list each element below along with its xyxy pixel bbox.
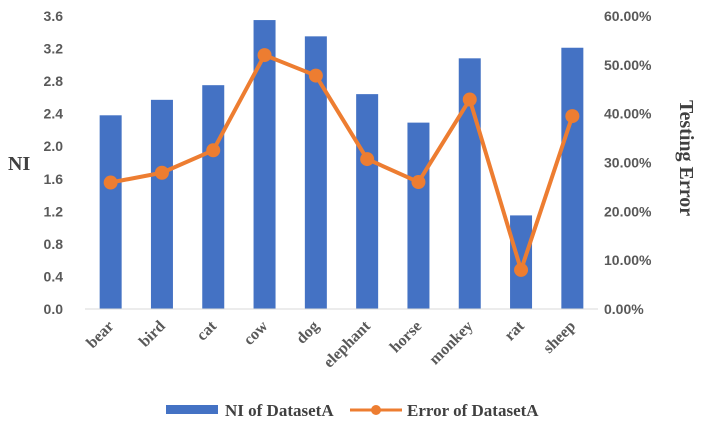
error-line bbox=[110, 53, 575, 272]
bar-dog bbox=[304, 36, 327, 309]
y-tick-label: 1.6 bbox=[44, 171, 64, 187]
error-point-horse bbox=[411, 175, 426, 190]
y2-tick-label: 60.00% bbox=[604, 8, 652, 24]
error-point-sheep bbox=[565, 109, 580, 124]
x-tick-label: elephant bbox=[320, 317, 374, 371]
x-tick-label: sheep bbox=[540, 318, 579, 357]
bar-elephant bbox=[356, 94, 379, 309]
error-point-dog bbox=[308, 68, 323, 83]
y2-tick-label: 0.00% bbox=[604, 301, 644, 317]
x-tick-label: horse bbox=[387, 318, 425, 356]
error-point-elephant bbox=[360, 152, 375, 167]
y2-tick-label: 10.00% bbox=[604, 252, 652, 268]
y-axis-title: NI bbox=[8, 153, 30, 175]
bar-cow bbox=[253, 20, 276, 309]
error-point-bird bbox=[154, 165, 169, 180]
bar-bear bbox=[99, 115, 122, 310]
y2-tick-label: 40.00% bbox=[604, 106, 652, 122]
legend-bar-label: NI of DatasetA bbox=[225, 401, 334, 420]
x-tick-label: monkey bbox=[426, 318, 476, 368]
line-series bbox=[103, 48, 580, 277]
x-tick-label: bird bbox=[136, 318, 169, 351]
x-tick-label: cat bbox=[194, 317, 221, 344]
legend-bar-swatch bbox=[166, 405, 218, 414]
x-tick-label: bear bbox=[83, 318, 117, 352]
y-tick-label: 3.6 bbox=[44, 8, 64, 24]
error-point-bear bbox=[103, 175, 118, 190]
error-point-cow bbox=[257, 48, 272, 63]
bar-horse bbox=[407, 122, 430, 309]
x-tick-label: cow bbox=[241, 317, 272, 348]
y2-tick-label: 50.00% bbox=[604, 57, 652, 73]
y-tick-label: 3.2 bbox=[44, 41, 64, 57]
y2-tick-label: 30.00% bbox=[604, 155, 652, 171]
y-tick-label: 2.8 bbox=[44, 73, 64, 89]
y-tick-label: 1.2 bbox=[44, 203, 64, 219]
right-axis-ticks: 0.00% 10.00% 20.00% 30.00% 40.00% 50.00% 60.00… bbox=[604, 8, 652, 317]
x-tick-label: rat bbox=[501, 317, 528, 344]
legend: NI of DatasetA Error of DatasetA bbox=[166, 401, 539, 420]
error-point-monkey bbox=[462, 92, 477, 107]
y-tick-label: 2.0 bbox=[44, 138, 64, 154]
y-tick-label: 0.0 bbox=[44, 301, 64, 317]
error-point-rat bbox=[514, 262, 529, 277]
y-tick-label: 0.8 bbox=[44, 236, 64, 252]
bar-series bbox=[99, 20, 584, 310]
y-tick-label: 0.4 bbox=[44, 268, 64, 284]
left-axis-ticks: 0.0 0.4 0.8 1.2 1.6 2.0 2.4 2.8 3.2 3.6 bbox=[44, 8, 64, 317]
bar-cat bbox=[202, 85, 225, 309]
y2-axis-title: Testing Error bbox=[675, 100, 697, 216]
legend-line-marker bbox=[371, 405, 381, 415]
error-point-cat bbox=[206, 143, 221, 158]
legend-line-label: Error of DatasetA bbox=[407, 401, 539, 420]
y-tick-label: 2.4 bbox=[44, 106, 64, 122]
bar-sheep bbox=[561, 47, 584, 309]
bar-bird bbox=[150, 99, 173, 309]
y2-tick-label: 20.00% bbox=[604, 203, 652, 219]
x-tick-label: dog bbox=[293, 318, 323, 348]
bar-rat bbox=[510, 215, 533, 309]
